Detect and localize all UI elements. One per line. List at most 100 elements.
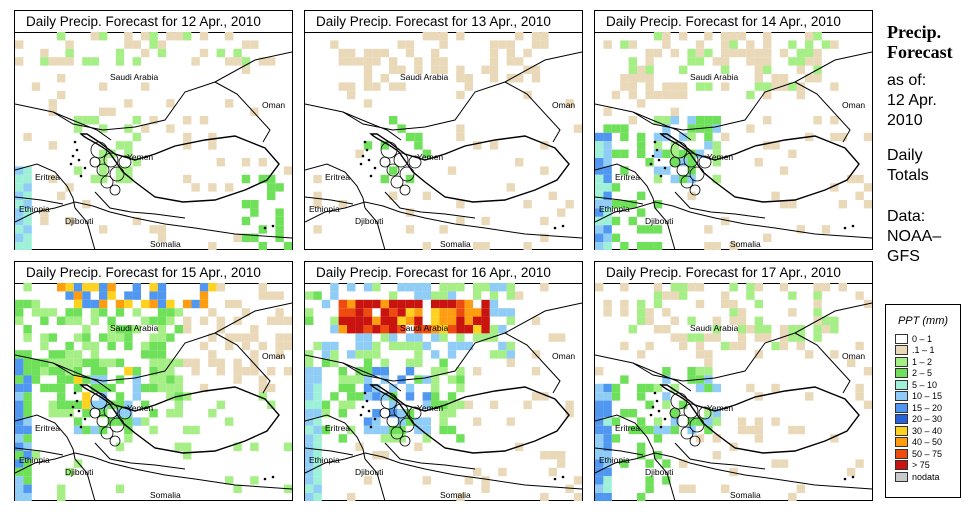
precip-cell [679,283,688,292]
precip-cell [464,400,473,409]
precip-cell [414,132,423,142]
country-label-djibouti: Djibouti [645,216,673,226]
precip-cell [687,375,696,384]
precip-cell [90,308,99,317]
precip-cell [746,57,755,66]
border-line [632,111,692,141]
island-dot [659,425,663,429]
precip-cell [721,484,730,493]
country-label-ethiopia: Ethiopia [599,204,630,214]
precip-cell [115,392,125,401]
governorate-outline [676,414,690,428]
precip-cell [15,316,24,325]
precip-cell [405,208,415,217]
precip-cell [363,333,373,342]
precip-cell [99,367,108,376]
precip-cell [225,183,234,192]
precip-cell [23,216,32,226]
precip-cell [338,434,347,443]
precip-cell [431,367,440,376]
island-dot [561,224,565,228]
precip-cell [422,434,431,443]
precip-cell [670,333,679,342]
precip-cell [821,325,831,334]
precip-cell [603,459,612,468]
precip-cell [737,308,747,317]
precip-cell [771,82,780,91]
precip-cell [73,166,83,175]
precip-cell [15,451,24,460]
precip-cell [763,233,772,242]
precip-cell [258,158,267,167]
precip-cell [447,299,457,309]
precip-cell [431,57,440,66]
precip-cell [595,417,604,426]
precip-cell [595,208,604,217]
precip-cell [603,40,612,49]
precip-cell [57,57,66,66]
precip-cell [687,333,696,342]
precip-cell [779,48,789,58]
precip-cell [456,434,465,443]
island-dot [655,399,659,403]
precip-cell [15,459,24,468]
precip-cell [595,183,604,192]
precip-cell [338,400,347,409]
country-label-saudi: Saudi Arabia [690,72,738,82]
precip-cell [363,65,373,74]
precip-cell [830,183,839,192]
precip-cell [506,341,515,351]
governorate-outline [676,163,690,177]
precip-cell [506,316,515,325]
precip-cell [498,40,507,49]
governorate-outline [669,156,681,168]
precip-cell [57,191,66,200]
precip-cell [565,400,574,409]
precip-cell [481,216,490,226]
precip-cell [216,367,225,376]
border-line [595,302,872,382]
precip-cell [23,484,32,493]
precip-cell [23,299,32,309]
precip-cell [23,225,32,234]
precip-cell [149,316,158,325]
precip-cell [283,333,292,342]
precip-cell [746,48,755,58]
country-label-somalia: Somalia [440,239,471,249]
precip-cell [157,316,167,325]
precip-cell [489,308,499,317]
precip-cell [506,48,515,58]
precip-cell [595,141,604,150]
precip-cell [813,32,822,41]
totals-line1: Daily [887,147,923,164]
precip-cell [183,392,192,401]
precip-cell [82,325,91,334]
precip-cell [670,291,679,300]
precip-cell [199,299,209,309]
precip-cell [313,434,322,443]
precip-cell [347,316,356,325]
island-dot [69,162,73,166]
precip-cell [397,375,406,384]
precip-cell [258,291,267,300]
governorate-outline [698,155,712,169]
precip-cell [729,308,738,317]
precip-cell [347,392,356,401]
precip-cell [603,233,612,242]
precip-cell [267,367,276,376]
precip-cell [31,299,41,309]
precip-cell [267,316,276,325]
precip-cell [338,367,347,376]
legend-label: 20 – 30 [912,414,943,425]
precip-cell [149,333,158,342]
precip-cell [40,341,49,351]
precip-cell [695,341,705,351]
legend-item: 40 – 50 [895,437,960,449]
precip-cell [267,174,276,184]
precip-cell [405,358,415,367]
precip-cell [662,375,671,384]
precip-cell [645,425,654,435]
precip-cell [754,74,763,83]
border-line [74,207,96,250]
precip-cell [23,367,32,376]
